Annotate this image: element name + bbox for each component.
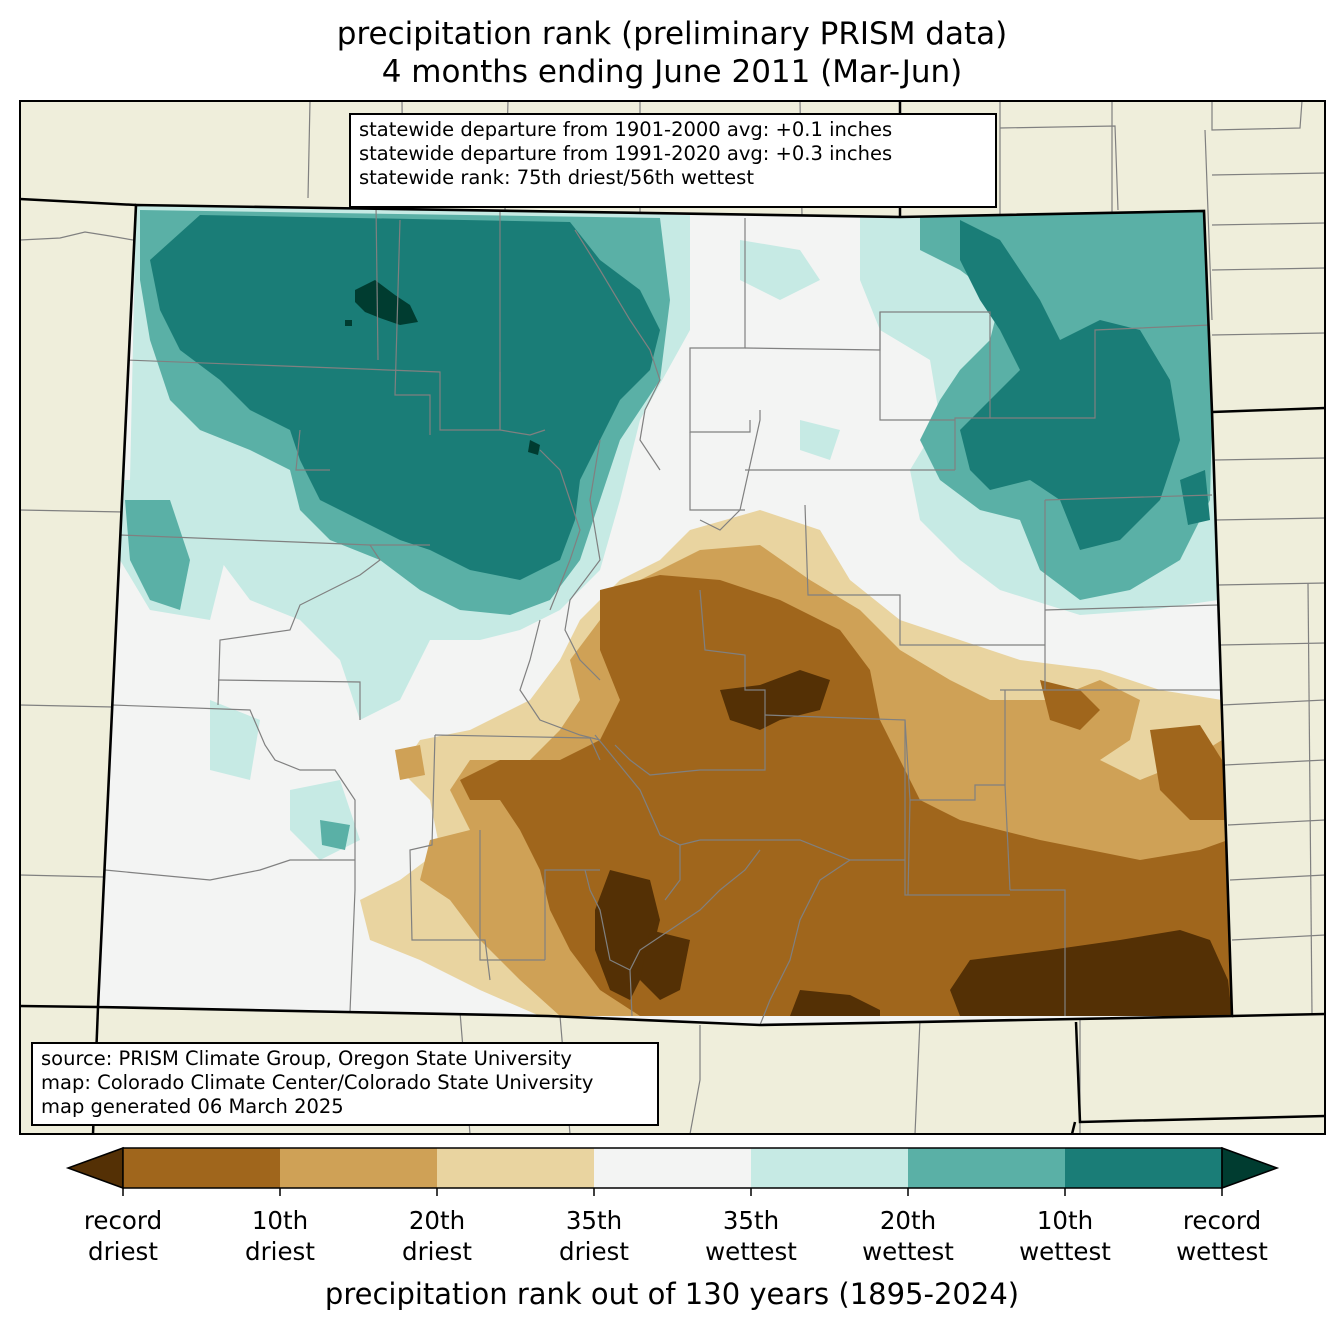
stat-line-rank: statewide rank: 75th driest/56th wettest	[359, 166, 754, 189]
map-credit-line: map: Colorado Climate Center/Colorado St…	[41, 1071, 594, 1094]
colorbar-tick-label: 20th wettest	[823, 1205, 993, 1267]
colorbar-segment	[280, 1148, 437, 1188]
tick-label-line1: 20th	[408, 1206, 466, 1235]
colorbar-extend-left	[65, 1146, 124, 1190]
colorbar-segment	[123, 1148, 280, 1188]
tick-label-line2: driest	[245, 1237, 315, 1266]
colorbar-tick-label: 20th driest	[352, 1205, 522, 1267]
generated-date-line: map generated 06 March 2025	[41, 1095, 344, 1118]
tick-label-line2: driest	[88, 1237, 158, 1266]
colorbar	[65, 1146, 1280, 1196]
colorbar-outline	[122, 1147, 1223, 1189]
colorbar-tick-label: record driest	[38, 1205, 208, 1267]
colorbar-segment	[437, 1148, 594, 1188]
colorado-rank-field	[98, 205, 1232, 1025]
tick-label-line2: wettest	[705, 1237, 797, 1266]
source-box: source: PRISM Climate Group, Oregon Stat…	[31, 1042, 659, 1126]
tick-label-line2: wettest	[862, 1237, 954, 1266]
colorbar-tick-label: 10th wettest	[980, 1205, 1150, 1267]
stat-line-1901-2000: statewide departure from 1901-2000 avg: …	[359, 118, 893, 141]
stat-line-1991-2020: statewide departure from 1991-2020 avg: …	[359, 142, 893, 165]
colorbar-tick-label: record wettest	[1137, 1205, 1307, 1267]
colorbar-tick-label: 10th driest	[195, 1205, 365, 1267]
tick-label-line2: driest	[559, 1237, 629, 1266]
colorbar-segment	[908, 1148, 1065, 1188]
map-frame	[19, 100, 1326, 1135]
tick-label-line1: 35th	[722, 1206, 780, 1235]
colorado-border	[96, 203, 1234, 1027]
colorbar-extend-right	[1221, 1146, 1280, 1190]
statewide-stats-box: statewide departure from 1901-2000 avg: …	[349, 113, 997, 208]
tick-label-line1: 10th	[1036, 1206, 1094, 1235]
source-line: source: PRISM Climate Group, Oregon Stat…	[41, 1047, 572, 1070]
tick-label-line2: wettest	[1019, 1237, 1111, 1266]
tick-label-line1: record	[83, 1206, 163, 1235]
tick-label-line1: 20th	[879, 1206, 937, 1235]
colorbar-title: precipitation rank out of 130 years (189…	[324, 1277, 1020, 1311]
tick-label-line2: driest	[402, 1237, 472, 1266]
colorbar-segment	[751, 1148, 908, 1188]
colorbar-tick-label: 35th wettest	[666, 1205, 836, 1267]
tick-label-line1: record	[1182, 1206, 1262, 1235]
tick-label-line2: wettest	[1176, 1237, 1268, 1266]
map-title: precipitation rank (preliminary PRISM da…	[336, 16, 1008, 52]
tick-label-line1: 10th	[251, 1206, 309, 1235]
tick-label-line1: 35th	[565, 1206, 623, 1235]
colorbar-tick-label: 35th driest	[509, 1205, 679, 1267]
colorbar-segment	[1065, 1148, 1222, 1188]
colorbar-segment	[594, 1148, 751, 1188]
map-subtitle: 4 months ending June 2011 (Mar-Jun)	[381, 54, 963, 90]
